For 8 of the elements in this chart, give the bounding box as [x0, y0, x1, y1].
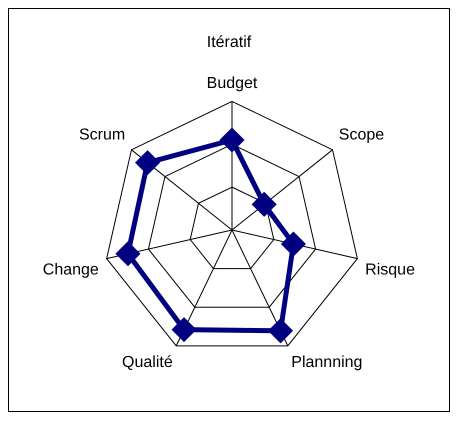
spoke-label: Risque	[365, 261, 416, 278]
spoke-label: Qualité	[122, 354, 173, 372]
spoke-label: Budget	[206, 75, 258, 92]
chart-title: Itératif	[206, 34, 252, 52]
spoke-label: Plannning	[291, 354, 362, 372]
spoke-label: Scope	[338, 126, 384, 144]
spoke-label: Scrum	[78, 126, 126, 144]
spoke-label: Change	[42, 261, 99, 278]
